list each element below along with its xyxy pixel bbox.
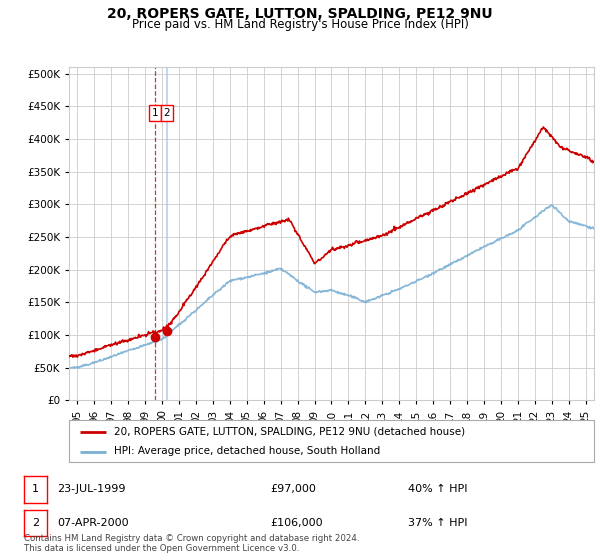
Text: 1: 1 (151, 108, 158, 118)
Text: £97,000: £97,000 (270, 484, 316, 494)
Text: 23-JUL-1999: 23-JUL-1999 (57, 484, 125, 494)
Text: 40% ↑ HPI: 40% ↑ HPI (408, 484, 467, 494)
Text: Price paid vs. HM Land Registry's House Price Index (HPI): Price paid vs. HM Land Registry's House … (131, 18, 469, 31)
Text: £106,000: £106,000 (270, 518, 323, 528)
Text: Contains HM Land Registry data © Crown copyright and database right 2024.
This d: Contains HM Land Registry data © Crown c… (24, 534, 359, 553)
Text: 2: 2 (32, 518, 39, 528)
Text: 1: 1 (32, 484, 39, 494)
Text: 07-APR-2000: 07-APR-2000 (57, 518, 128, 528)
Text: 20, ROPERS GATE, LUTTON, SPALDING, PE12 9NU: 20, ROPERS GATE, LUTTON, SPALDING, PE12 … (107, 7, 493, 21)
Text: HPI: Average price, detached house, South Holland: HPI: Average price, detached house, Sout… (113, 446, 380, 456)
Text: 37% ↑ HPI: 37% ↑ HPI (408, 518, 467, 528)
Text: 2: 2 (163, 108, 170, 118)
Text: 20, ROPERS GATE, LUTTON, SPALDING, PE12 9NU (detached house): 20, ROPERS GATE, LUTTON, SPALDING, PE12 … (113, 427, 465, 437)
